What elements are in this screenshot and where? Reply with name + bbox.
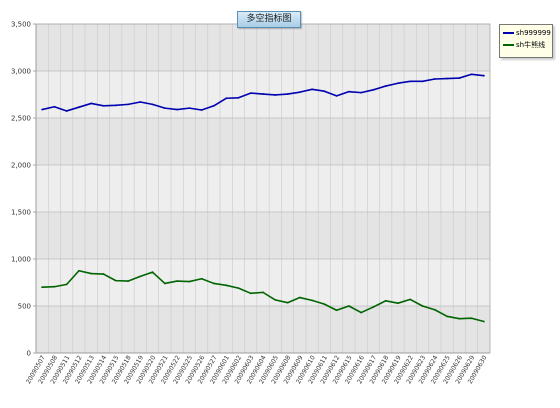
data-point-series-2	[384, 299, 387, 302]
data-point-series-1	[384, 85, 387, 87]
data-point-series-1	[41, 108, 44, 111]
data-point-series-2	[102, 273, 105, 275]
data-point-series-2	[127, 280, 129, 282]
plot-band	[36, 306, 490, 353]
legend-label-series-1: sh999999	[516, 29, 551, 37]
data-point-series-2	[151, 271, 154, 274]
data-point-series-2	[409, 298, 412, 301]
legend-item-series-2: sh牛熊线	[503, 40, 545, 50]
data-point-series-1	[78, 106, 80, 109]
legend-item-series-1: sh999999	[503, 28, 551, 38]
data-point-series-2	[347, 305, 350, 307]
data-point-series-2	[446, 315, 448, 318]
data-point-series-2	[139, 275, 142, 278]
data-point-series-2	[213, 282, 215, 285]
data-point-series-1	[397, 82, 399, 85]
data-point-series-2	[470, 317, 473, 320]
data-point-series-2	[360, 311, 363, 314]
data-point-series-1	[446, 77, 448, 80]
data-point-series-1	[433, 78, 436, 80]
plot-band	[36, 212, 490, 259]
y-tick-label: 3,500	[11, 21, 31, 29]
data-point-series-2	[298, 296, 301, 299]
y-tick-label: 2,500	[11, 115, 31, 123]
data-point-series-1	[151, 103, 154, 106]
data-point-series-1	[53, 105, 56, 108]
data-point-series-1	[482, 74, 485, 77]
data-point-series-2	[65, 283, 68, 286]
data-point-series-2	[262, 291, 264, 294]
data-point-series-1	[372, 88, 375, 91]
data-point-series-2	[176, 280, 179, 282]
data-point-series-2	[90, 272, 93, 275]
y-tick-label: 3,000	[11, 68, 31, 76]
data-point-series-2	[421, 305, 424, 307]
data-point-series-2	[286, 301, 289, 304]
data-point-series-1	[360, 91, 363, 94]
data-point-series-1	[409, 80, 412, 83]
data-point-series-1	[225, 97, 228, 100]
data-point-series-1	[102, 104, 105, 107]
data-point-series-1	[114, 104, 117, 107]
data-point-series-2	[311, 299, 313, 302]
y-tick-label: 500	[18, 303, 31, 311]
data-point-series-2	[41, 286, 44, 289]
data-point-series-2	[274, 298, 277, 301]
data-point-series-2	[323, 303, 326, 306]
plot-band	[36, 259, 490, 306]
data-point-series-2	[249, 292, 252, 295]
data-point-series-2	[114, 279, 117, 282]
data-point-series-1	[127, 103, 129, 106]
data-point-series-1	[213, 104, 215, 107]
data-point-series-1	[139, 101, 142, 103]
plot-band	[36, 165, 490, 212]
data-point-series-1	[286, 93, 289, 95]
data-point-series-1	[347, 90, 350, 93]
data-point-series-1	[237, 96, 240, 99]
y-tick-label: 2,000	[11, 162, 31, 170]
chart-title: 多空指标图	[237, 11, 301, 28]
legend-label-series-2: sh牛熊线	[516, 41, 546, 49]
data-point-series-1	[335, 95, 338, 97]
data-point-series-1	[188, 107, 191, 110]
data-point-series-2	[237, 287, 240, 290]
data-point-series-2	[482, 320, 485, 323]
legend: sh999999 sh牛熊线	[499, 24, 553, 58]
data-point-series-1	[458, 77, 461, 79]
data-point-series-1	[90, 102, 93, 105]
data-point-series-1	[176, 108, 179, 111]
data-point-series-2	[335, 309, 338, 312]
data-point-series-2	[458, 317, 461, 320]
data-point-series-1	[421, 80, 424, 83]
data-point-series-2	[163, 282, 166, 285]
data-point-series-2	[78, 269, 80, 272]
data-point-series-1	[65, 110, 68, 112]
legend-swatch-series-2	[503, 44, 514, 46]
data-point-series-2	[225, 284, 228, 287]
data-point-series-1	[470, 73, 473, 76]
legend-swatch-series-1	[503, 32, 514, 34]
data-point-series-2	[200, 277, 203, 280]
plot-band	[36, 24, 490, 71]
data-point-series-2	[433, 308, 436, 311]
data-point-series-1	[249, 92, 252, 94]
data-point-series-1	[298, 91, 301, 94]
y-tick-label: 1,500	[11, 209, 31, 217]
data-point-series-2	[188, 280, 191, 283]
y-tick-label: 0	[27, 350, 31, 358]
y-tick-label: 1,000	[11, 256, 31, 264]
data-point-series-1	[200, 109, 203, 111]
data-point-series-1	[311, 88, 313, 91]
data-point-series-1	[262, 93, 264, 95]
data-point-series-2	[397, 302, 399, 305]
data-point-series-1	[323, 90, 326, 93]
data-point-series-1	[163, 107, 166, 110]
plot-band	[36, 118, 490, 165]
data-point-series-2	[53, 285, 56, 288]
data-point-series-2	[372, 306, 375, 308]
data-point-series-1	[274, 94, 277, 96]
